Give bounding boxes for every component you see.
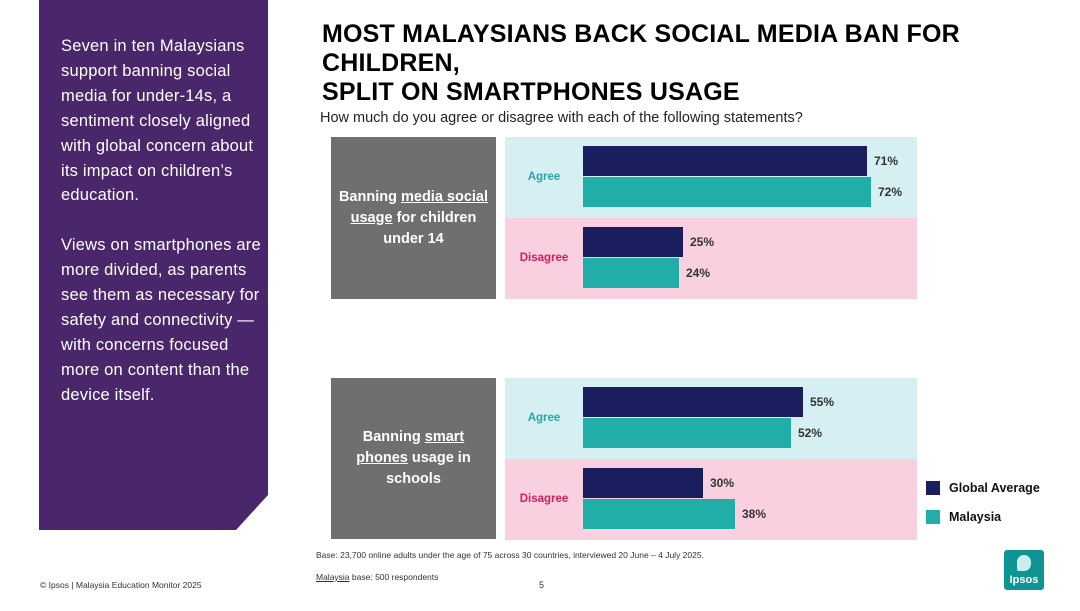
legend-label-malaysia: Malaysia [949,510,1002,524]
ipsos-logo-icon [1017,555,1031,571]
page-title: MOST MALAYSIANS BACK SOCIAL MEDIA BAN FO… [322,20,1072,107]
title-line-1: MOST MALAYSIANS BACK SOCIAL MEDIA BAN FO… [322,20,960,77]
statement-1-underline: media social usage [350,188,489,226]
bar-malaysia-agree-2 [583,418,791,448]
bar-malaysia-agree-1 [583,177,871,207]
sidebar-paragraph-1: Seven in ten Malaysians support banning … [61,37,254,205]
legend-swatch-malaysia [926,510,940,524]
category-label-disagree-2: Disagree [519,493,569,505]
value-label-malaysia-disagree-2: 38% [742,507,767,521]
value-label-global-agree-2: 55% [810,395,835,409]
value-label-global-agree-1: 71% [874,154,899,168]
statement-2-post: usage in schools [386,450,471,487]
bar-global-agree-2 [583,387,803,417]
value-label-malaysia-disagree-1: 24% [686,266,711,280]
sidebar-background [39,0,268,530]
sidebar-text: Seven in ten Malaysians support banning … [61,34,261,433]
statement-1-post: for children under 14 [383,209,477,247]
statement-2-pre: Banning [362,429,425,445]
sidebar-panel: Seven in ten Malaysians support banning … [39,0,268,530]
category-label-disagree-1: Disagree [519,252,569,264]
value-label-global-disagree-1: 25% [690,235,715,249]
base-note: Base: 23,700 online adults under the age… [316,550,704,560]
statement-1-pre: Banning [338,188,401,205]
statement-box-1: Banning media social usage for children … [331,137,496,299]
value-label-malaysia-agree-2: 52% [798,426,823,440]
chart-subtitle: How much do you agree or disagree with e… [320,110,803,126]
malaysia-base-prefix: Malaysia [316,572,350,582]
statement-box-2: Banning smart phones usage in schools [331,378,496,539]
legend-label-global: Global Average [949,481,1040,495]
malaysia-base-note: Malaysia base: 500 respondents [316,572,438,582]
title-line-2: SPLIT ON SMARTPHONES USAGE [322,78,740,106]
malaysia-base-suffix: base: 500 respondents [349,572,439,582]
band-disagree-1 [505,218,917,299]
sidebar-paragraph-2: Views on smartphones are more divided, a… [61,236,261,404]
bar-malaysia-disagree-2 [583,499,735,529]
bar-malaysia-disagree-1 [583,258,679,288]
legend-swatch-global [926,481,940,495]
sidebar-shape [39,0,268,530]
ipsos-logo: Ipsos [1004,550,1044,590]
ipsos-logo-text: Ipsos [1009,574,1039,586]
value-label-malaysia-agree-1: 72% [878,185,903,199]
bar-global-disagree-1 [583,227,683,257]
legend-item-global: Global Average [926,481,1040,495]
page-number: 5 [539,580,545,590]
category-label-agree-1: Agree [527,171,561,183]
source-note: © Ipsos | Malaysia Education Monitor 202… [40,580,202,590]
bar-global-agree-1 [583,146,867,176]
legend-item-malaysia: Malaysia [926,510,1001,524]
value-label-global-disagree-2: 30% [710,476,735,490]
category-label-agree-2: Agree [527,412,561,424]
statement-2-underline: smart phones [356,429,465,466]
bar-global-disagree-2 [583,468,703,498]
